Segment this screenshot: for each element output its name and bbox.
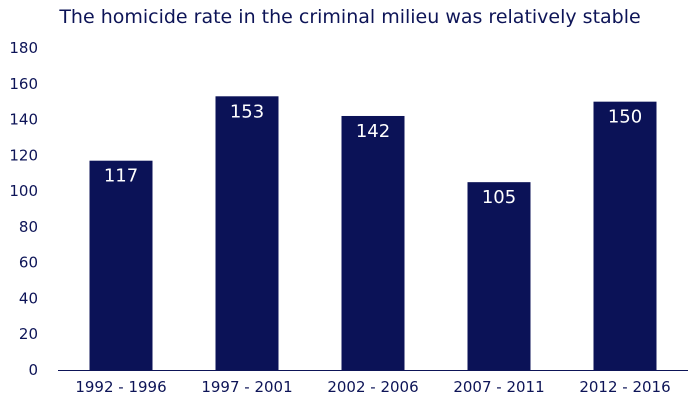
bar-value-label: 142: [356, 121, 390, 142]
y-tick-label: 140: [9, 111, 38, 129]
bar: [89, 160, 153, 370]
x-axis: 1992 - 1996 1997 - 2001 2002 - 2006 2007 - …: [58, 370, 688, 396]
y-tick-label: 100: [9, 182, 38, 200]
x-category-label: 1997 - 2001: [201, 378, 292, 396]
y-tick-label: 60: [19, 254, 38, 272]
x-category-label: 2002 - 2006: [327, 378, 418, 396]
y-tick-label: 160: [9, 75, 38, 93]
y-tick-label: 180: [9, 39, 38, 57]
bar: [593, 101, 657, 371]
bars: 117 153 142 105 150: [89, 96, 657, 371]
bar: [467, 182, 531, 370]
bar: [215, 96, 279, 371]
y-tick-label: 0: [28, 361, 38, 379]
y-tick-label: 120: [9, 146, 38, 164]
y-axis: 0 20 40 60 80 100 120 140 160 180: [9, 39, 38, 379]
x-category-label: 1992 - 1996: [75, 378, 166, 396]
bar-value-label: 153: [230, 101, 264, 122]
x-category-label: 2007 - 2011: [453, 378, 544, 396]
y-tick-label: 80: [19, 218, 38, 236]
y-tick-label: 40: [19, 289, 38, 307]
chart-title: The homicide rate in the criminal milieu…: [59, 6, 641, 28]
bar-value-label: 105: [482, 187, 516, 208]
bar: [341, 115, 405, 370]
x-category-label: 2012 - 2016: [579, 378, 670, 396]
y-tick-label: 20: [19, 325, 38, 343]
bar-value-label: 150: [608, 107, 642, 128]
bar-value-label: 117: [104, 166, 138, 187]
